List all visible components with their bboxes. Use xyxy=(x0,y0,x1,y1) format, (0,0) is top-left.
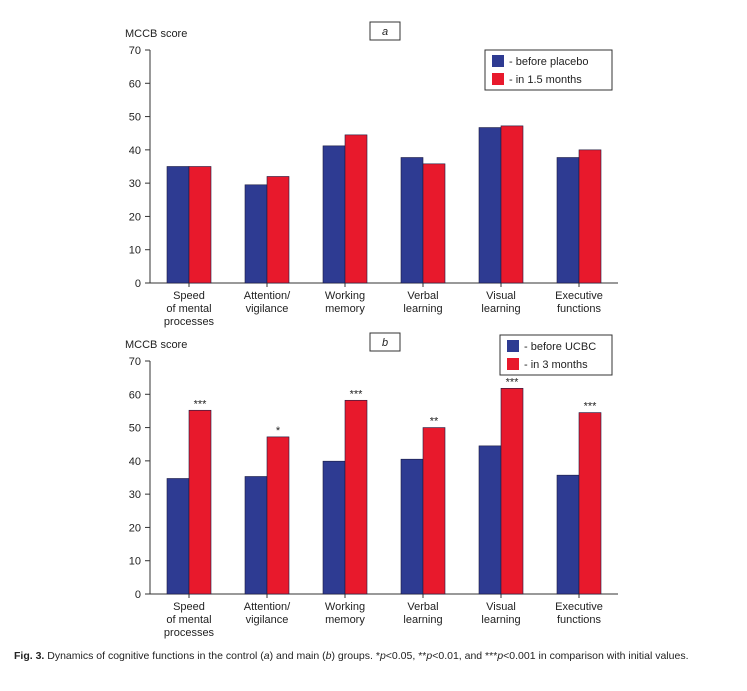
legend-label: - in 3 months xyxy=(524,359,588,371)
bar xyxy=(244,476,268,595)
x-tick-label: Verbal learning xyxy=(403,290,442,315)
caption-text: b xyxy=(325,650,332,662)
y-tick-label: 10 xyxy=(129,556,141,568)
bar xyxy=(322,460,346,595)
bar xyxy=(244,184,268,284)
significance-mark: *** xyxy=(584,401,598,413)
bar xyxy=(322,145,346,284)
caption-text: p xyxy=(426,650,433,662)
x-tick-label: Executive functions xyxy=(555,601,603,626)
bar xyxy=(500,387,524,595)
y-tick-label: 50 xyxy=(129,112,141,124)
significance-mark: *** xyxy=(194,398,208,410)
significance-mark: *** xyxy=(350,388,364,400)
chart: a MCCB score 0 10 20 30 40 50 60 70 Speed of mental… xyxy=(125,21,618,639)
y-tick-label: 60 xyxy=(129,389,141,401)
y-tick-label: 20 xyxy=(129,522,141,534)
legend-box xyxy=(484,49,613,91)
y-tick-label: 40 xyxy=(129,456,141,468)
x-tick-label: Speed of mental processes xyxy=(164,290,215,328)
bar xyxy=(478,127,502,284)
y-tick-label: 10 xyxy=(129,245,141,257)
bar xyxy=(422,163,446,284)
caption-label: Fig. 3. xyxy=(14,650,45,662)
panel-label: a xyxy=(382,26,388,38)
caption-text: ) groups. * xyxy=(331,650,380,662)
y-tick-label: 0 xyxy=(135,278,141,290)
bar xyxy=(188,166,212,284)
y-tick-label: 50 xyxy=(129,423,141,435)
x-tick-label: Attention/vigilance xyxy=(244,601,291,626)
y-tick-label: 40 xyxy=(129,145,141,157)
bar xyxy=(344,399,368,595)
legend-swatch xyxy=(492,73,504,85)
bar xyxy=(556,474,580,595)
bar xyxy=(400,157,424,284)
caption-text: a xyxy=(263,650,270,662)
x-tick-label: Executive functions xyxy=(555,290,603,315)
significance-mark: * xyxy=(276,425,281,437)
caption-text: <0.05, ** xyxy=(385,650,427,662)
bar xyxy=(500,125,524,284)
bar xyxy=(578,149,602,284)
y-tick-label: 30 xyxy=(129,178,141,190)
caption: Fig. 3. Dynamics of cognitive functions … xyxy=(14,650,734,663)
bar xyxy=(578,412,602,595)
legend-label: - before UCBC xyxy=(524,341,596,353)
bar xyxy=(422,427,446,595)
x-tick-label: Visual learning xyxy=(481,601,520,626)
legend-swatch xyxy=(507,358,519,370)
legend-swatch xyxy=(507,340,519,352)
bar xyxy=(266,176,290,284)
legend-label: - in 1.5 months xyxy=(509,74,582,86)
y-tick-label: 70 xyxy=(129,45,141,57)
panel-label: b xyxy=(382,337,388,349)
caption-text: <0.001 in comparison with initial values… xyxy=(503,650,689,662)
bar xyxy=(266,436,290,595)
y-tick-label: 70 xyxy=(129,356,141,368)
legend-swatch xyxy=(492,55,504,67)
x-tick-label: Working memory xyxy=(325,601,365,626)
caption-text: p xyxy=(497,650,504,662)
caption-text: ) and main ( xyxy=(269,650,326,662)
bar xyxy=(166,166,190,284)
x-tick-label: Attention/vigilance xyxy=(244,290,291,315)
bar xyxy=(188,409,212,595)
bar xyxy=(400,458,424,595)
y-tick-label: 20 xyxy=(129,211,141,223)
x-tick-label: Speed of mental processes xyxy=(164,601,215,639)
x-tick-label: Visual learning xyxy=(481,290,520,315)
panel-label-box xyxy=(369,332,401,352)
significance-mark: ** xyxy=(430,416,439,428)
panel-label-box xyxy=(369,21,401,41)
bar xyxy=(166,478,190,595)
legend-label: - before placebo xyxy=(509,56,589,68)
y-tick-label: 60 xyxy=(129,78,141,90)
bar xyxy=(344,134,368,284)
caption-text: Dynamics of cognitive functions in the c… xyxy=(44,650,264,662)
x-tick-label: Working memory xyxy=(325,290,365,315)
y-tick-label: 0 xyxy=(135,589,141,601)
caption-text: p xyxy=(379,650,386,662)
bar xyxy=(478,445,502,595)
y-axis-label: MCCB score xyxy=(125,339,187,351)
y-tick-label: 30 xyxy=(129,489,141,501)
x-tick-label: Verbal learning xyxy=(403,601,442,626)
bar xyxy=(556,157,580,284)
y-axis-label: MCCB score xyxy=(125,28,187,40)
caption-text: <0.01, and *** xyxy=(432,650,498,662)
significance-mark: *** xyxy=(506,376,520,388)
